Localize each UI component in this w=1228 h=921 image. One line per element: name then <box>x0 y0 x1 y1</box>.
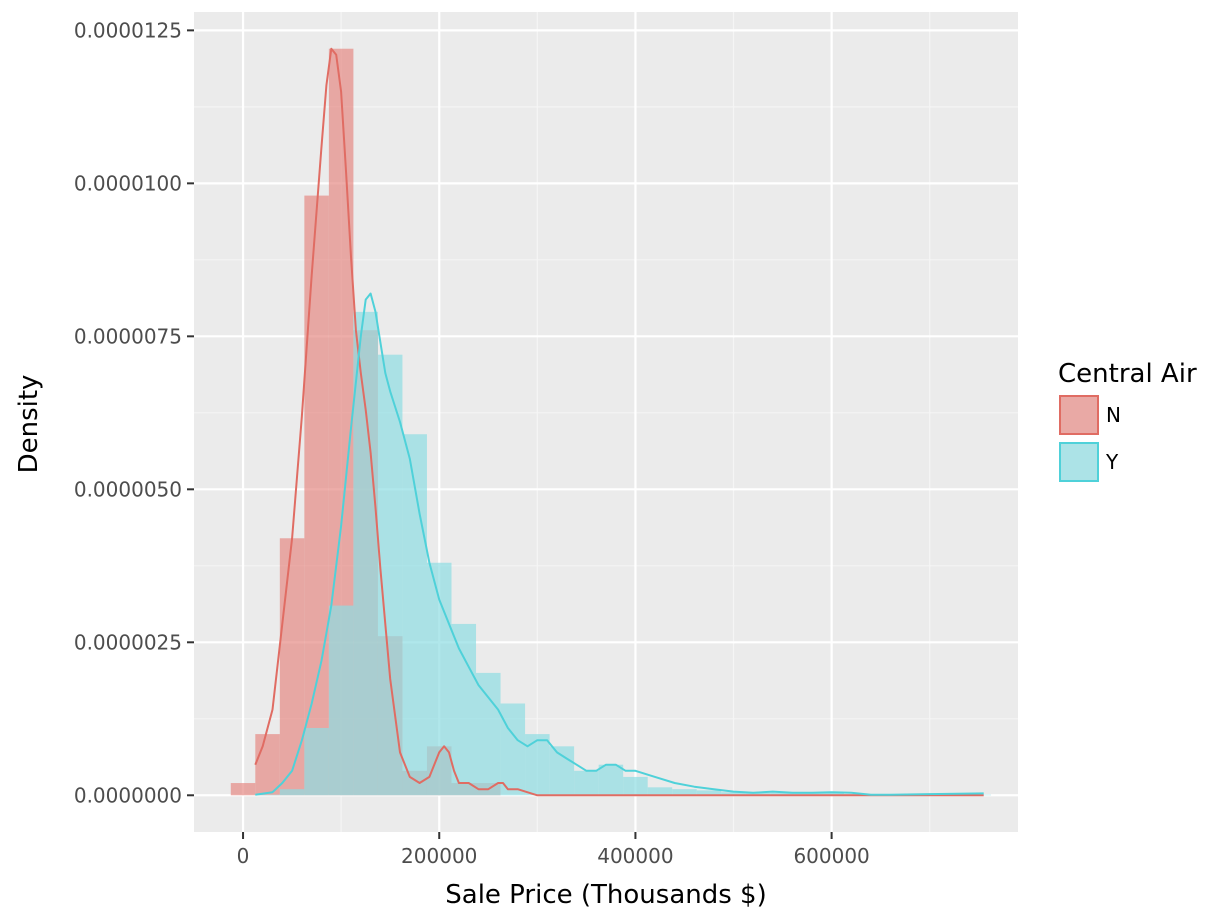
density-curves <box>254 47 984 797</box>
hist-bar-Y <box>623 776 648 796</box>
hist-bar-Y <box>402 434 427 796</box>
legend-label-N: N <box>1106 403 1121 427</box>
hist-bar-Y <box>377 354 403 796</box>
hist-bar-Y <box>353 311 378 796</box>
y-tick-label: 0.0000025 <box>74 630 182 654</box>
hist-bar-Y <box>696 790 722 796</box>
y-axis: 0.0000000 0.0000025 0.0000050 0.0000075 0.00… <box>74 18 194 807</box>
x-axis-title: Sale Price (Thousands $) <box>445 880 766 910</box>
hist-bar-Y <box>745 792 771 796</box>
density-curve-N <box>254 47 984 797</box>
x-tick-label: 0 <box>237 844 250 868</box>
hist-bar-Y <box>279 789 305 796</box>
hist-bar-Y <box>476 672 501 796</box>
histogram-bars <box>230 48 992 796</box>
hist-bar-Y <box>721 792 746 796</box>
hist-bar-Y <box>598 764 624 796</box>
density-curve-Y <box>255 292 984 796</box>
x-tick-label: 600000 <box>793 844 869 868</box>
hist-bar-Y <box>328 605 354 796</box>
hist-bar-N <box>255 734 280 796</box>
x-axis: 0 200000 400000 600000 <box>237 832 870 868</box>
hist-bar-Y <box>304 727 329 796</box>
legend-title: Central Air <box>1058 359 1197 389</box>
legend-key-N <box>1059 395 1099 435</box>
hist-bar-N <box>304 195 329 796</box>
legend-key-Y <box>1059 442 1099 482</box>
y-tick-label: 0.0000075 <box>74 324 182 348</box>
hist-bar-Y <box>819 792 844 796</box>
hist-bar-N <box>230 783 256 796</box>
hist-bar-Y <box>451 623 477 796</box>
hist-bar-Y <box>770 792 795 796</box>
hist-bar-Y <box>574 770 599 796</box>
hist-bar-Y <box>500 703 526 796</box>
x-tick-label: 200000 <box>401 844 477 868</box>
hist-bar-N <box>279 538 305 796</box>
y-tick-label: 0.0000125 <box>74 18 182 42</box>
y-tick-label: 0.0000100 <box>74 171 182 195</box>
y-tick-label: 0.0000050 <box>74 477 182 501</box>
hist-bar-Y <box>255 794 280 796</box>
x-tick-label: 400000 <box>597 844 673 868</box>
legend-label-Y: Y <box>1105 450 1119 474</box>
legend: Central Air NY <box>1058 359 1197 482</box>
hist-bar-Y <box>549 746 575 796</box>
hist-bar-Y <box>525 734 550 796</box>
hist-bar-Y <box>672 789 697 796</box>
hist-bar-Y <box>647 787 673 796</box>
y-axis-title: Density <box>14 375 44 474</box>
y-tick-label: 0.0000000 <box>74 783 182 807</box>
